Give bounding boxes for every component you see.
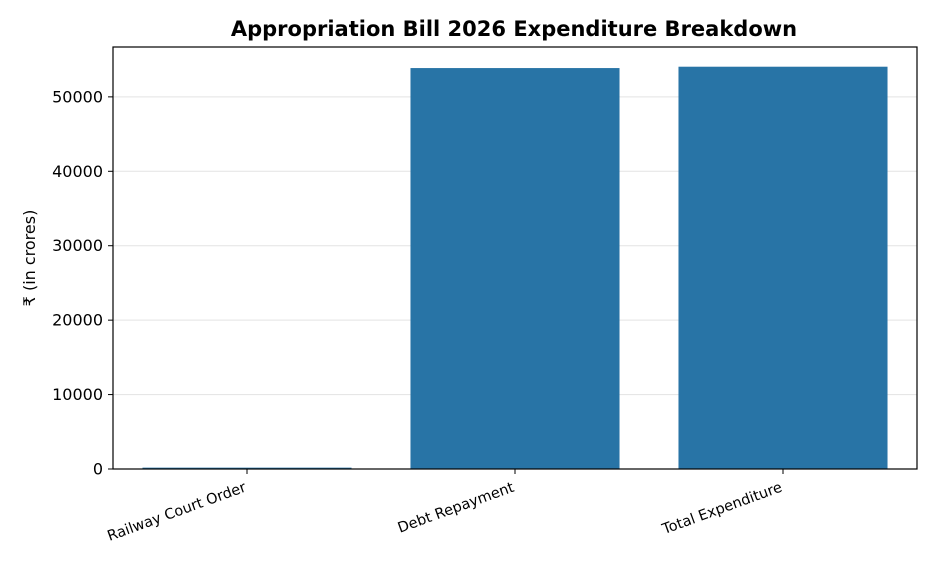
bar: [678, 66, 888, 469]
x-tick-label: Debt Repayment: [396, 480, 517, 537]
y-tick-label: 50000: [52, 87, 103, 106]
y-tick-label: 0: [93, 460, 103, 479]
y-axis-ticks: 0 10000 20000 30000 40000 50000: [52, 87, 113, 479]
bars: [142, 66, 888, 469]
bar: [142, 467, 352, 469]
y-tick-label: 10000: [52, 385, 103, 404]
y-tick-label: 40000: [52, 162, 103, 181]
x-axis-ticks: Railway Court Order Debt Repayment Total E…: [105, 469, 784, 545]
y-axis-label: ₹ (in crores): [20, 210, 39, 307]
bar: [410, 68, 620, 469]
chart-title: Appropriation Bill 2026 Expenditure Brea…: [231, 17, 797, 41]
y-tick-label: 30000: [52, 236, 103, 255]
x-tick-label: Total Expenditure: [659, 480, 784, 539]
x-tick-label: Railway Court Order: [105, 480, 248, 545]
y-tick-label: 20000: [52, 311, 103, 330]
